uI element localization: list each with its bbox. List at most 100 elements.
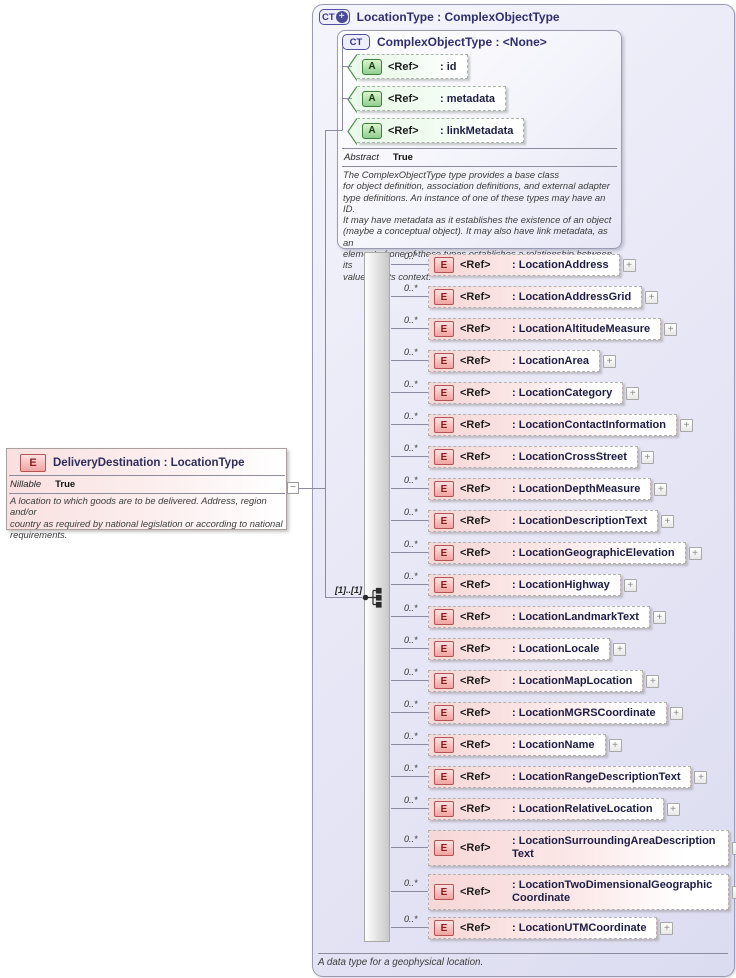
element-box-locationaltitudemeasure[interactable]: E <Ref> : LocationAltitudeMeasure [428, 318, 662, 340]
cardinality-label: 0..* [404, 699, 418, 709]
element-name: : LocationDescriptionText [512, 515, 647, 527]
sequence-cardinality: [1]..[1] [335, 585, 362, 595]
element-ref: <Ref> [460, 803, 491, 815]
abstract-facet: Abstract True [344, 152, 413, 163]
element-box-locationname[interactable]: E <Ref> : LocationName [428, 734, 606, 756]
element-icon: E [434, 705, 454, 721]
expand-button[interactable]: + [640, 450, 654, 464]
nillable-facet: Nillable True [10, 479, 75, 490]
element-ref: <Ref> [460, 707, 491, 719]
attribute-box-metadata[interactable]: A <Ref> : metadata [347, 86, 507, 113]
expand-button[interactable]: + [664, 322, 678, 336]
element-icon: E [434, 449, 454, 465]
element-box-locationtwodimensionalgeographiccoordinate[interactable]: E <Ref> : LocationTwoDimensionalGeograph… [428, 874, 729, 910]
expand-button[interactable]: + [646, 674, 660, 688]
element-box-locationcrossstreet[interactable]: E <Ref> : LocationCrossStreet [428, 446, 638, 468]
element-name: : LocationMapLocation [512, 675, 633, 687]
cardinality-label: 0..* [404, 379, 418, 389]
cardinality-label: 0..* [404, 914, 418, 924]
element-box-locationdescriptiontext[interactable]: E <Ref> : LocationDescriptionText [428, 510, 658, 532]
expand-button[interactable]: + [603, 354, 617, 368]
delivery-destination-description: A location to which goods are to be deli… [10, 495, 283, 540]
expand-button[interactable]: + [688, 546, 702, 560]
expand-button[interactable]: + [694, 770, 708, 784]
element-box-locationutmcoordinate[interactable]: E <Ref> : LocationUTMCoordinate [428, 917, 658, 939]
element-icon: E [434, 641, 454, 657]
element-box-locationmgrscoordinate[interactable]: E <Ref> : LocationMGRSCoordinate [428, 702, 667, 724]
element-row: 0..* E <Ref> : LocationHighway + [391, 571, 637, 596]
element-icon: E [434, 577, 454, 593]
expand-button[interactable]: + [680, 418, 693, 432]
expand-button[interactable]: + [660, 921, 674, 935]
delivery-destination-box[interactable]: E DeliveryDestination : LocationType Nil… [6, 448, 287, 540]
divider [9, 493, 285, 494]
element-row: 0..* E <Ref> : LocationRangeDescriptionT… [391, 763, 708, 788]
cardinality-label: 0..* [404, 443, 418, 453]
element-ref: <Ref> [460, 842, 491, 854]
attribute-name: : id [440, 60, 457, 73]
element-row: 0..* E <Ref> : LocationDescriptionText + [391, 507, 674, 532]
element-box-locationdepthmeasure[interactable]: E <Ref> : LocationDepthMeasure [428, 478, 652, 500]
element-box-locationhighway[interactable]: E <Ref> : LocationHighway [428, 574, 621, 596]
element-box-locationarea[interactable]: E <Ref> : LocationArea [428, 350, 601, 372]
element-icon: E [434, 884, 454, 900]
element-icon: E [434, 417, 454, 433]
complex-type-plus-icon: CT + [319, 9, 350, 25]
expand-button[interactable]: + [652, 610, 666, 624]
element-box-locationaddress[interactable]: E <Ref> : LocationAddress [428, 254, 620, 276]
element-icon: E [434, 920, 454, 936]
element-name: : LocationContactInformation [512, 419, 666, 431]
element-box-locationrelativelocation[interactable]: E <Ref> : LocationRelativeLocation [428, 798, 664, 820]
element-name: : LocationTwoDimensionalGeographicCoordi… [512, 879, 713, 904]
expand-button[interactable]: + [645, 290, 659, 304]
expand-button[interactable]: + [732, 841, 736, 855]
element-row: 0..* E <Ref> : LocationCrossStreet + [391, 443, 654, 468]
attribute-icon: A [362, 90, 382, 107]
element-name: : LocationAddress [512, 259, 609, 271]
expand-button[interactable]: + [654, 482, 668, 496]
expand-button[interactable]: + [732, 885, 736, 899]
attribute-box-id[interactable]: A <Ref> : id [347, 54, 468, 81]
element-row: 0..* E <Ref> : LocationAddressGrid + [391, 283, 659, 308]
element-box-locationlandmarktext[interactable]: E <Ref> : LocationLandmarkText [428, 606, 650, 628]
expand-button[interactable]: + [660, 514, 674, 528]
element-box-locationcategory[interactable]: E <Ref> : LocationCategory [428, 382, 624, 404]
element-box-locationaddressgrid[interactable]: E <Ref> : LocationAddressGrid [428, 286, 643, 308]
element-name: : LocationName [512, 739, 595, 751]
element-row: 0..* E <Ref> : LocationArea + [391, 347, 617, 372]
expand-button[interactable]: + [623, 578, 637, 592]
element-row: 0..* E <Ref> : LocationTwoDimensionalGeo… [391, 874, 736, 910]
expand-button[interactable]: + [608, 738, 622, 752]
element-box-locationgeographicelevation[interactable]: E <Ref> : LocationGeographicElevation [428, 542, 686, 564]
element-ref: <Ref> [460, 291, 491, 303]
element-ref: <Ref> [460, 611, 491, 623]
container-title-row: CT + LocationType : ComplexObjectType [319, 8, 560, 26]
element-ref: <Ref> [460, 387, 491, 399]
element-box-locationlocale[interactable]: E <Ref> : LocationLocale [428, 638, 611, 660]
expand-button[interactable]: + [669, 706, 683, 720]
expand-button[interactable]: + [622, 258, 636, 272]
element-icon: E [434, 257, 454, 273]
expand-button[interactable]: + [666, 802, 680, 816]
element-box-locationcontactinformation[interactable]: E <Ref> : LocationContactInformation [428, 414, 677, 436]
expand-button[interactable]: + [613, 642, 627, 656]
divider [342, 148, 617, 149]
element-row: 0..* E <Ref> : LocationSurroundingAreaDe… [391, 830, 736, 866]
element-icon: E [434, 353, 454, 369]
element-icon: E [434, 385, 454, 401]
expand-button[interactable]: + [626, 386, 640, 400]
cardinality-label: 0..* [404, 315, 418, 325]
collapse-button[interactable]: − [287, 482, 299, 494]
element-box-locationrangedescriptiontext[interactable]: E <Ref> : LocationRangeDescriptionText [428, 766, 692, 788]
element-ref: <Ref> [460, 886, 491, 898]
cardinality-label: 0..* [404, 539, 418, 549]
cardinality-label: 0..* [404, 878, 418, 888]
element-box-locationsurroundingareadescriptiontext[interactable]: E <Ref> : LocationSurroundingAreaDescrip… [428, 830, 729, 866]
delivery-destination-title-row: E DeliveryDestination : LocationType [20, 454, 245, 472]
element-box-locationmaplocation[interactable]: E <Ref> : LocationMapLocation [428, 670, 644, 692]
element-row: 0..* E <Ref> : LocationLocale + [391, 635, 627, 660]
attribute-box-linkmetadata[interactable]: A <Ref> : linkMetadata [347, 118, 525, 145]
cardinality-label: 0..* [404, 603, 418, 613]
delivery-destination-title: DeliveryDestination : LocationType [53, 457, 245, 469]
